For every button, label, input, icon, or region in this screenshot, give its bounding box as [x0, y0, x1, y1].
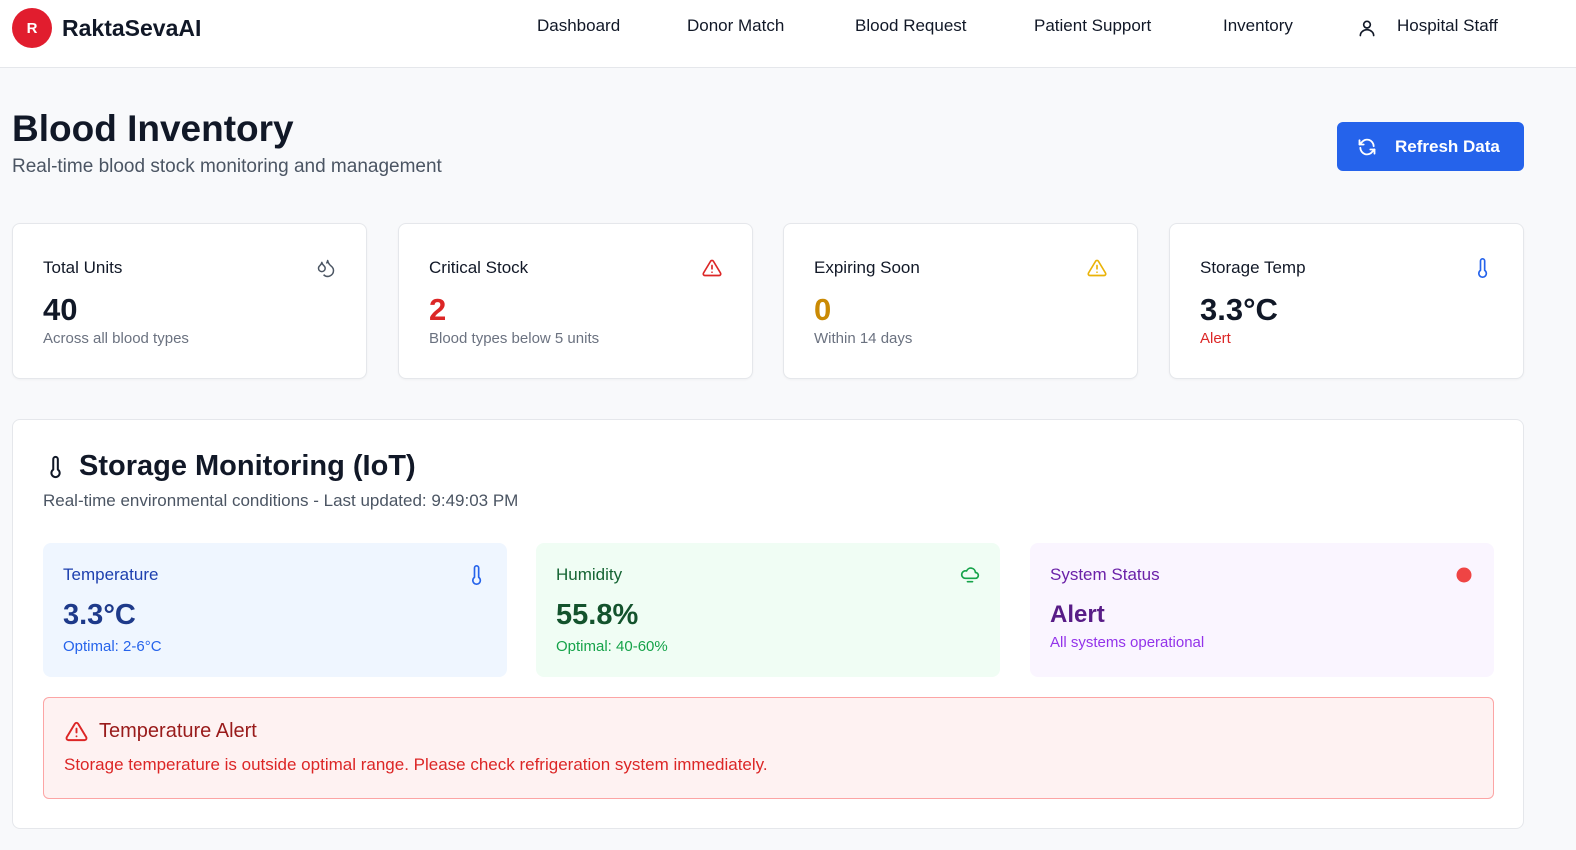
- refresh-data-label: Refresh Data: [1395, 136, 1500, 156]
- nav-donor-match[interactable]: Donor Match: [687, 16, 785, 35]
- metric-title: Humidity: [556, 565, 623, 584]
- nav-inventory[interactable]: Inventory: [1223, 16, 1293, 35]
- stat-subtext: Across all blood types: [43, 330, 189, 347]
- metric-value: 3.3°C: [63, 599, 136, 631]
- stat-card-storage-temp: Storage Temp 3.3°C Alert: [1169, 223, 1524, 379]
- stat-subtext: Within 14 days: [814, 330, 913, 347]
- stat-value: 40: [43, 292, 78, 327]
- cloud-icon: [960, 567, 980, 583]
- warning-triangle-icon: [702, 259, 722, 277]
- blood-drops-icon: [317, 259, 335, 278]
- panel-subtitle: Real-time environmental conditions - Las…: [43, 491, 518, 511]
- status-dot-icon: [1456, 567, 1472, 583]
- alert-message: Storage temperature is outside optimal r…: [64, 755, 768, 774]
- refresh-icon: [1358, 138, 1376, 155]
- brand-name: RaktaSevaAI: [62, 14, 202, 41]
- nav-dashboard[interactable]: Dashboard: [537, 16, 621, 35]
- metric-value: 55.8%: [556, 599, 639, 631]
- brand-logo: R: [12, 8, 52, 48]
- temperature-alert: Temperature Alert Storage temperature is…: [43, 697, 1494, 799]
- panel-header: Storage Monitoring (IoT): [45, 450, 416, 483]
- user-icon: [1359, 20, 1375, 37]
- stat-subtext: Blood types below 5 units: [429, 330, 600, 347]
- metric-card-system-status: System Status Alert All systems operatio…: [1030, 543, 1494, 677]
- stat-value: 3.3°C: [1200, 292, 1278, 327]
- stat-title: Critical Stock: [429, 258, 529, 277]
- metric-title: System Status: [1050, 565, 1160, 584]
- refresh-data-button[interactable]: Refresh Data: [1337, 122, 1524, 171]
- warning-triangle-icon: [65, 721, 88, 742]
- thermometer-icon: [50, 455, 61, 478]
- page-subtitle: Real-time blood stock monitoring and man…: [12, 156, 442, 177]
- main-nav: Dashboard Donor Match Blood Request Pati…: [0, 16, 1576, 42]
- nav-blood-request[interactable]: Blood Request: [855, 16, 967, 35]
- metric-value: Alert: [1050, 601, 1105, 628]
- metric-card-humidity: Humidity 55.8% Optimal: 40-60%: [536, 543, 1000, 677]
- metric-card-temperature: Temperature 3.3°C Optimal: 2-6°C: [43, 543, 507, 677]
- metric-title: Temperature: [63, 565, 159, 584]
- thermometer-icon: [1478, 258, 1488, 278]
- top-navbar: R RaktaSevaAI Dashboard Donor Match Bloo…: [0, 0, 1576, 68]
- stat-card-critical-stock: Critical Stock 2 Blood types below 5 uni…: [398, 223, 753, 379]
- metric-subtext: All systems operational: [1050, 634, 1205, 651]
- thermometer-icon: [472, 565, 482, 585]
- page-title: Blood Inventory: [12, 108, 294, 149]
- nav-patient-support[interactable]: Patient Support: [1034, 16, 1152, 35]
- alert-title: Temperature Alert: [99, 720, 257, 742]
- storage-monitoring-panel: Storage Monitoring (IoT) Real-time envir…: [12, 419, 1524, 829]
- stat-card-total-units: Total Units 40 Across all blood types: [12, 223, 367, 379]
- warning-triangle-icon: [1087, 259, 1107, 277]
- brand[interactable]: R RaktaSevaAI: [12, 8, 201, 48]
- stat-value: 2: [429, 292, 447, 327]
- stat-value: 0: [814, 292, 832, 327]
- metric-subtext: Optimal: 2-6°C: [63, 638, 162, 655]
- metric-subtext: Optimal: 40-60%: [556, 638, 668, 655]
- stat-title: Storage Temp: [1200, 258, 1306, 277]
- last-updated-time: 9:49:03 PM: [431, 491, 519, 510]
- stat-subtext: Alert: [1200, 330, 1231, 347]
- panel-subtitle-prefix: Real-time environmental conditions - Las…: [43, 491, 432, 510]
- nav-hospital-staff[interactable]: Hospital Staff: [1397, 16, 1498, 35]
- alert-header: Temperature Alert: [64, 720, 257, 743]
- stat-title: Total Units: [43, 258, 123, 277]
- stat-title: Expiring Soon: [814, 258, 920, 277]
- stat-card-expiring-soon: Expiring Soon 0 Within 14 days: [783, 223, 1138, 379]
- panel-title: Storage Monitoring (IoT): [79, 450, 416, 482]
